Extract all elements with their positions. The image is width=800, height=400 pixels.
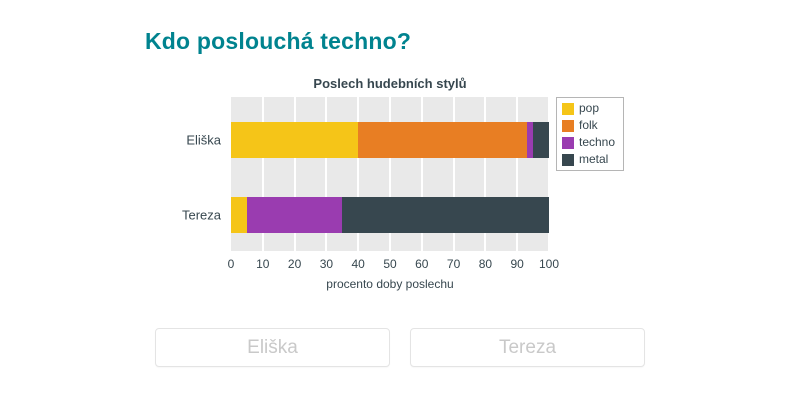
legend-swatch-techno	[562, 136, 574, 149]
legend-label-metal: metal	[579, 152, 609, 166]
x-tick-label: 90	[510, 257, 524, 271]
x-tick-label: 20	[287, 257, 302, 271]
x-tick-label: 70	[446, 257, 461, 271]
legend-label-pop: pop	[579, 101, 600, 115]
bar-segment-metal	[342, 197, 549, 233]
gridline	[548, 97, 550, 251]
gridline	[516, 97, 519, 251]
bar-segment-pop	[231, 122, 359, 158]
gridline	[420, 97, 423, 251]
bar-segment-techno	[246, 197, 343, 233]
gridline	[452, 97, 455, 251]
y-axis-label: Eliška	[186, 132, 221, 148]
bar-segment-metal	[533, 122, 549, 158]
bar-segment-folk	[358, 122, 527, 158]
y-axis-label: Tereza	[181, 207, 221, 223]
gridline	[484, 97, 487, 251]
x-tick-label: 80	[478, 257, 493, 271]
legend-label-techno: techno	[579, 135, 616, 149]
answer-button-eliska[interactable]: Eliška	[155, 328, 390, 367]
plot-area: Eliška Tereza	[182, 97, 550, 251]
legend-item-pop: pop	[562, 102, 615, 115]
legend-item-metal: metal	[562, 153, 615, 166]
legend-item-folk: folk	[562, 119, 615, 132]
legend-label-folk: folk	[579, 118, 598, 132]
gridline	[293, 97, 296, 251]
gridline	[261, 97, 264, 251]
x-tick-label: 0	[227, 257, 235, 271]
legend-swatch-metal	[562, 153, 574, 166]
x-tick-label: 10	[256, 257, 270, 271]
x-tick-label: 100	[538, 257, 560, 271]
legend-swatch-pop	[562, 102, 574, 115]
answer-button-tereza[interactable]: Tereza	[410, 328, 645, 367]
legend-item-techno: techno	[562, 136, 615, 149]
gridline	[357, 97, 360, 251]
x-tick-label: 60	[415, 257, 429, 271]
x-tick-label: 50	[383, 257, 397, 271]
bar-segment-pop	[231, 197, 247, 233]
bar-segment-techno	[526, 122, 534, 158]
x-tick-label: 30	[319, 257, 334, 271]
gridline	[325, 97, 328, 251]
chart-title: Poslech hudebních stylů	[313, 76, 467, 91]
x-axis-label: procento doby poslechu	[326, 277, 454, 291]
gridline	[389, 97, 391, 251]
x-tick-label: 40	[351, 257, 365, 271]
bar-row-tereza	[231, 197, 549, 233]
chart-legend: pop folk techno metal	[556, 97, 625, 171]
legend-swatch-folk	[562, 119, 574, 132]
bar-row-eliška	[231, 122, 549, 158]
x-axis: 0 10 20 30 40 50 60 70 80 90 100	[227, 257, 559, 271]
page-title: Kdo poslouchá techno?	[145, 28, 412, 54]
